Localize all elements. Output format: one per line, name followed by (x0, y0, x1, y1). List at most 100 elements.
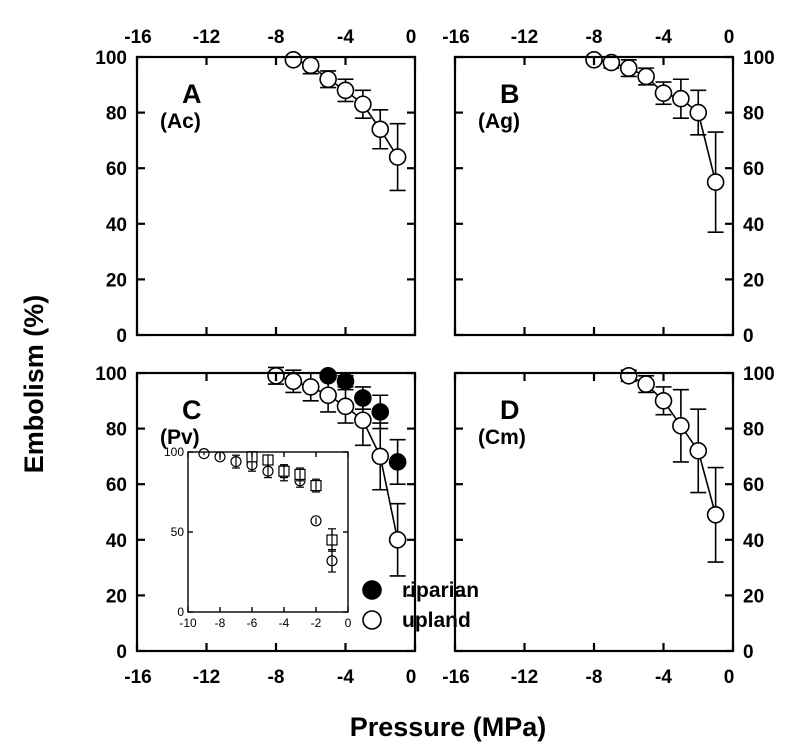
c-series-upland (267, 366, 407, 577)
b-xtick-label: -12 (511, 27, 538, 48)
c-inset-xtick-label: -10 (179, 616, 197, 630)
c-upland-point (284, 372, 303, 391)
c-ytick-label: 20 (106, 586, 127, 607)
b-ytick-label: 80 (743, 104, 764, 125)
b-upland-point (654, 84, 673, 102)
b-xtick-label: -8 (586, 27, 603, 48)
d-xtick-label: -4 (655, 667, 672, 688)
d-upland-point (689, 442, 708, 460)
a-upland-point (388, 148, 407, 166)
a-upland-point (284, 50, 303, 69)
c-upland-point (371, 447, 390, 466)
a-ytick-label: 100 (95, 48, 127, 69)
d-series-upland (619, 366, 725, 563)
b-upland-point (602, 53, 621, 72)
d-xtick-label: -16 (442, 667, 469, 688)
b-frame (453, 55, 735, 337)
panel-c-inset: -10 -8 -6 -4 -2 0 0 50 100 (164, 445, 352, 630)
b-xtick-label: -4 (655, 27, 672, 48)
a-upland-point (371, 120, 390, 139)
panel-b-letter: B (500, 79, 520, 109)
panel-d-letter: D (500, 395, 520, 425)
b-upland-point (637, 67, 655, 86)
b-ytick-label: 20 (743, 270, 764, 291)
a-xtick-label: 0 (406, 27, 417, 48)
legend-upland-marker (362, 610, 382, 630)
legend-riparian-label: riparian (402, 579, 479, 602)
b-upland-point (672, 89, 690, 108)
d-upland-point (672, 417, 690, 435)
a-series-upland (284, 50, 407, 192)
d-ytick-label: 60 (743, 475, 764, 496)
c-inset-xtick-label: -8 (215, 616, 226, 630)
legend: riparian upland (362, 579, 479, 632)
c-inset-xtick-label: -4 (279, 616, 290, 630)
a-xtick-label: -4 (337, 27, 354, 48)
a-ytick-label: 20 (106, 270, 127, 291)
a-upland-point (336, 81, 355, 100)
c-inset-ytick-label: 0 (177, 605, 184, 619)
d-xtick-label: -8 (586, 667, 603, 688)
c-inset-ytick-label: 50 (171, 525, 185, 539)
a-xtick-label: -16 (124, 27, 151, 48)
c-upland-point (301, 378, 320, 396)
d-frame (453, 371, 735, 653)
d-ytick-label: 100 (743, 364, 775, 385)
c-xtick-label: -12 (193, 667, 220, 688)
c-ytick-label: 80 (106, 420, 127, 441)
panel-c-species: (Pv) (160, 426, 200, 449)
c-ytick-label: 100 (95, 364, 127, 385)
panel-a: -16 -12 -8 -4 0 0 20 40 60 80 100 A(Ac) (95, 27, 416, 347)
y-axis-title: Embolism (%) (19, 295, 49, 474)
panel-a-letter: A (182, 79, 202, 109)
d-upland-point (619, 366, 638, 385)
x-axis-title: Pressure (MPa) (350, 712, 547, 742)
c-upland-point (354, 411, 372, 430)
a-upland-point (354, 95, 372, 114)
a-ytick-label: 40 (106, 215, 127, 236)
d-upland-point (706, 505, 725, 524)
c-upland-point (388, 530, 407, 549)
a-frame (135, 55, 417, 337)
d-ytick-label: 80 (743, 420, 764, 441)
c-inset-xtick-label: 0 (345, 616, 352, 630)
b-xtick-label: 0 (724, 27, 735, 48)
c-xtick-label: 0 (406, 667, 417, 688)
c-ytick-label: 60 (106, 475, 127, 496)
panel-b-species: (Ag) (478, 110, 520, 133)
a-ytick-label: 80 (106, 104, 127, 125)
d-xtick-label: 0 (724, 667, 735, 688)
c-xtick-label: -8 (268, 667, 285, 688)
b-ytick-label: 60 (743, 159, 764, 180)
b-upland-point (706, 173, 725, 191)
d-ytick-label: 0 (743, 642, 754, 663)
d-upland-point (654, 391, 673, 410)
panel-b: -16 -12 -8 -4 0 0 20 40 60 80 100 B(Ag) (442, 27, 774, 347)
panel-d: -16 -12 -8 -4 00 20 40 60 80 100 D(Cm) (442, 364, 774, 688)
c-upland-point (336, 397, 355, 416)
a-ytick-label: 0 (116, 326, 127, 347)
b-ytick-label: 100 (743, 48, 775, 69)
panel-d-species: (Cm) (478, 426, 526, 449)
a-ytick-label: 60 (106, 159, 127, 180)
d-upland-point (637, 375, 655, 393)
b-series-upland (585, 50, 725, 233)
b-upland-point (619, 59, 638, 77)
panel-c-letter: C (182, 395, 202, 425)
c-riparian-point (388, 453, 407, 471)
c-ytick-label: 40 (106, 531, 127, 552)
d-ytick-label: 20 (743, 586, 764, 607)
panel-c: -16 -12 -8 -4 0 0 20 40 60 80 100 C(Pv) (95, 364, 416, 688)
c-inset-ytick-label: 100 (164, 445, 184, 459)
a-upland-point (301, 56, 320, 75)
c-inset-xtick-label: -6 (247, 616, 258, 630)
c-riparian-point (371, 403, 390, 421)
b-ytick-label: 40 (743, 215, 764, 236)
b-xtick-label: -16 (442, 27, 469, 48)
b-upland-point (689, 103, 708, 122)
panel-a-species: (Ac) (160, 110, 201, 133)
d-ytick-label: 40 (743, 531, 764, 552)
a-upland-point (319, 70, 337, 89)
c-upland-point (319, 386, 337, 405)
